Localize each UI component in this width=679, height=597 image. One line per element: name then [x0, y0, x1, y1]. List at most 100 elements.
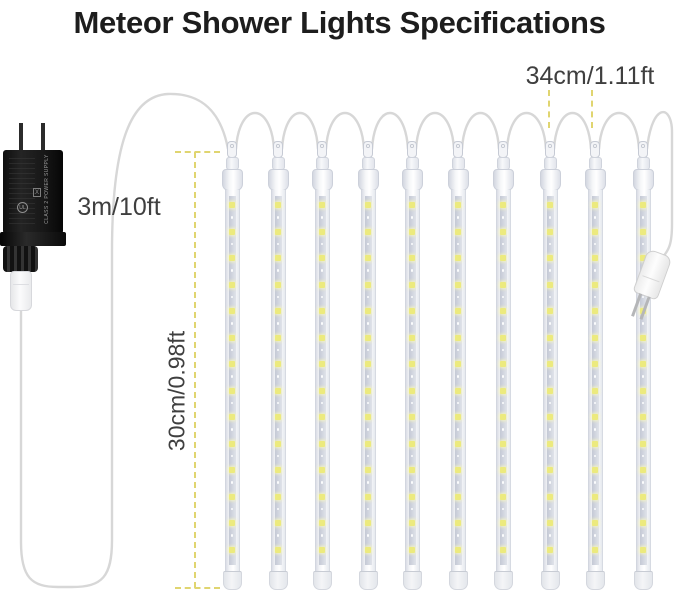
led-chip: [409, 255, 415, 261]
light-tube-3: [311, 140, 333, 592]
led-chip: [409, 387, 415, 394]
led-chip: [500, 255, 506, 261]
led-chip: [500, 228, 506, 235]
strip-dot: [641, 507, 644, 510]
led-chip: [592, 493, 598, 500]
led-chip: [319, 414, 325, 420]
led-chip: [409, 414, 415, 420]
strip-dot: [501, 295, 504, 298]
tube-cap-collar: [311, 169, 333, 191]
led-chip: [229, 520, 235, 526]
tube-length-top-tick: [175, 151, 220, 153]
light-tube-4: [357, 140, 379, 592]
strip-dot: [548, 269, 551, 272]
led-chip: [500, 202, 506, 208]
tube-spacing-label: 34cm/1.11ft: [525, 62, 655, 90]
strip-dot: [501, 242, 504, 245]
strip-dot: [230, 348, 233, 351]
led-chip: [229, 202, 235, 208]
strip-dot: [276, 295, 279, 298]
led-chip: [547, 334, 553, 341]
strip-dot: [366, 322, 369, 325]
led-chip: [640, 361, 646, 367]
strip-dot: [593, 295, 596, 298]
strip-dot: [276, 454, 279, 457]
strip-dot: [410, 375, 413, 378]
led-chip: [455, 308, 461, 314]
led-chip: [547, 228, 553, 235]
strip-dot: [641, 401, 644, 404]
tube-cap-collar: [632, 169, 654, 191]
tube-body: [450, 190, 466, 573]
strip-dot: [366, 454, 369, 457]
led-chip: [640, 546, 646, 553]
tube-bottom-cap: [358, 571, 378, 590]
strip-dot: [410, 242, 413, 245]
led-chip: [365, 361, 371, 367]
led-chip: [229, 361, 235, 367]
led-chip: [409, 440, 415, 447]
led-chip: [455, 520, 461, 526]
led-chip: [275, 308, 281, 314]
adapter-prong-right: [41, 123, 45, 153]
tube-cap-collar: [357, 169, 379, 191]
led-chip: [365, 281, 371, 288]
led-chip: [409, 281, 415, 288]
strip-dot: [410, 428, 413, 431]
strip-dot: [501, 375, 504, 378]
strip-dot: [230, 454, 233, 457]
tube-bottom-cap: [312, 571, 332, 590]
strip-dot: [593, 401, 596, 404]
led-chip: [409, 334, 415, 341]
strip-dot: [276, 534, 279, 537]
strip-dot: [641, 428, 644, 431]
weee-bin-icon: X: [33, 188, 41, 197]
strip-dot: [456, 216, 459, 219]
led-chip: [229, 414, 235, 420]
hanging-hole: [641, 144, 645, 148]
strip-dot: [593, 375, 596, 378]
strip-dot: [276, 322, 279, 325]
strip-dot: [548, 428, 551, 431]
led-chip: [319, 202, 325, 208]
strip-dot: [641, 242, 644, 245]
led-chip: [409, 546, 415, 553]
led-chip: [547, 361, 553, 367]
led-chip: [275, 520, 281, 526]
led-chip: [455, 387, 461, 394]
led-chip: [592, 467, 598, 473]
led-chip: [640, 467, 646, 473]
led-chip: [455, 228, 461, 235]
strip-dot: [230, 507, 233, 510]
strip-dot: [456, 481, 459, 484]
led-chip: [592, 308, 598, 314]
strip-dot: [548, 401, 551, 404]
led-chip: [275, 387, 281, 394]
led-chip: [275, 546, 281, 553]
strip-dot: [456, 295, 459, 298]
led-strip: [364, 196, 372, 565]
strip-dot: [456, 428, 459, 431]
led-chip: [547, 493, 553, 500]
strip-dot: [593, 216, 596, 219]
strip-dot: [456, 348, 459, 351]
tube-bottom-cap: [585, 571, 605, 590]
led-chip: [319, 308, 325, 314]
strip-dot: [230, 269, 233, 272]
led-chip: [547, 308, 553, 314]
led-chip: [640, 520, 646, 526]
strip-dot: [230, 534, 233, 537]
strip-dot: [548, 322, 551, 325]
tube-cap-collar: [221, 169, 243, 191]
tube-bottom-cap: [222, 571, 242, 590]
led-chip: [455, 493, 461, 500]
strip-dot: [410, 534, 413, 537]
strip-dot: [410, 481, 413, 484]
strip-dot: [410, 322, 413, 325]
strip-dot: [366, 216, 369, 219]
strip-dot: [641, 375, 644, 378]
led-chip: [365, 440, 371, 447]
strip-dot: [593, 454, 596, 457]
led-chip: [547, 255, 553, 261]
